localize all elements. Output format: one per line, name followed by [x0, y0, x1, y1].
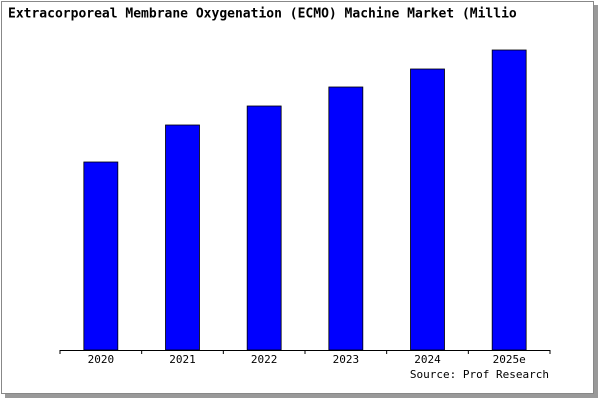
bar — [410, 68, 445, 351]
x-tick-label: 2020 — [88, 353, 115, 366]
bar — [491, 49, 527, 351]
bar — [165, 124, 200, 351]
bar — [83, 161, 119, 351]
x-tick-label: 2021 — [169, 353, 196, 366]
x-tick-label: 2024 — [414, 353, 441, 366]
bar — [246, 105, 282, 351]
source-note: Source: Prof Research — [410, 368, 549, 381]
x-tick-label: 2025e — [493, 353, 526, 366]
x-tick-label: 2022 — [251, 353, 278, 366]
chart-title: Extracorporeal Membrane Oxygenation (ECM… — [8, 7, 517, 22]
x-tick-label: 2023 — [333, 353, 360, 366]
bar — [328, 86, 364, 351]
